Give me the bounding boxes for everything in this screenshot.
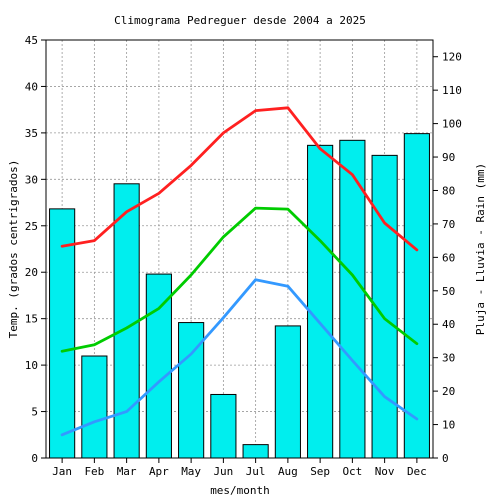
y2-tick-label: 40	[442, 318, 455, 331]
rain-bar-sep	[307, 144, 334, 459]
y-tick-label: 10	[25, 359, 38, 372]
y2-tick-label: 110	[442, 84, 462, 97]
y2-tick-label: 20	[442, 385, 455, 398]
rain-bar-jul	[242, 444, 269, 459]
y2-tick-label: 90	[442, 151, 455, 164]
x-tick-label-aug: Aug	[278, 465, 298, 478]
rain-bar-aug	[274, 325, 301, 459]
y-tick-label: 5	[31, 406, 38, 419]
y2-tick-label: 70	[442, 218, 455, 231]
temperature-series-1-line	[60, 106, 419, 252]
rain-bar-apr	[145, 273, 172, 459]
x-tick-label-feb: Feb	[84, 465, 104, 478]
temperature-series-2-line	[60, 206, 419, 353]
y-tick-label: 45	[25, 34, 38, 47]
y-tick-label: 30	[25, 173, 38, 186]
y-tick-label: 35	[25, 127, 38, 140]
y-tick-label: 40	[25, 80, 38, 93]
x-tick-label-nov: Nov	[375, 465, 395, 478]
y2-tick-label: 10	[442, 419, 455, 432]
y2-tick-label: 80	[442, 184, 455, 197]
chart-title: Climograma Pedreguer desde 2004 a 2025	[114, 14, 366, 27]
x-tick-label-jul: Jul	[246, 465, 266, 478]
temperature-series-3-line	[60, 278, 419, 437]
x-tick-label-mar: Mar	[117, 465, 137, 478]
rain-bar-feb	[81, 355, 108, 459]
x-tick-label-may: May	[181, 465, 201, 478]
y-tick-label: 25	[25, 220, 38, 233]
x-tick-label-dec: Dec	[407, 465, 427, 478]
y2-axis-label: Pluja - Lluvia - Rain (mm)	[474, 163, 487, 335]
y2-tick-label: 60	[442, 251, 455, 264]
y2-tick-label: 100	[442, 118, 462, 131]
axes: 0 5 10 15 20 25 30 35 40 45 0 10 20 30 40 50 60 70 80 90 100…	[25, 34, 462, 478]
x-tick-label-oct: Oct	[342, 465, 362, 478]
y2-tick-label: 120	[442, 51, 462, 64]
y2-tick-label: 50	[442, 285, 455, 298]
y-tick-label: 0	[31, 452, 38, 465]
rain-bar-mar	[113, 183, 140, 459]
y-axis-label: Temp. (grados centrigrados)	[7, 160, 20, 339]
y-tick-label: 20	[25, 266, 38, 279]
x-tick-label-apr: Apr	[149, 465, 169, 478]
y2-tick-label: 0	[442, 452, 449, 465]
rain-bar-dec	[403, 133, 430, 459]
x-tick-label-jun: Jun	[213, 465, 233, 478]
y2-tick-label: 30	[442, 352, 455, 365]
temperature-lines	[60, 106, 419, 437]
y-tick-label: 15	[25, 313, 38, 326]
rain-bar-jun	[210, 393, 237, 459]
x-tick-label-jan: Jan	[52, 465, 72, 478]
plot-frame	[45, 39, 434, 459]
rain-bars	[49, 133, 430, 459]
x-tick-label-sep: Sep	[310, 465, 330, 478]
x-axis-label: mes/month	[210, 484, 270, 497]
